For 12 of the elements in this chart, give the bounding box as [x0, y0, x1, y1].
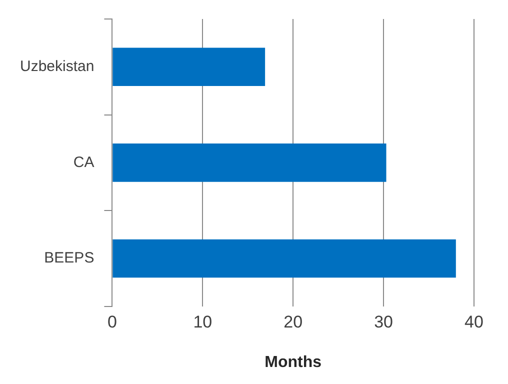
y-tick-label: CA: [73, 154, 94, 171]
x-tick-label: 10: [193, 312, 212, 332]
x-tick-label: 30: [374, 312, 394, 332]
bar: [112, 48, 266, 86]
bar: [112, 144, 386, 182]
y-tick-label: Uzbekistan: [20, 58, 94, 76]
x-axis-title: Months: [264, 354, 322, 371]
bar: [112, 239, 456, 278]
x-tick-label: 20: [284, 312, 303, 332]
x-tick-label: 0: [107, 312, 117, 332]
y-tick-label: BEEPS: [44, 250, 94, 267]
x-tick-label: 40: [464, 312, 484, 332]
